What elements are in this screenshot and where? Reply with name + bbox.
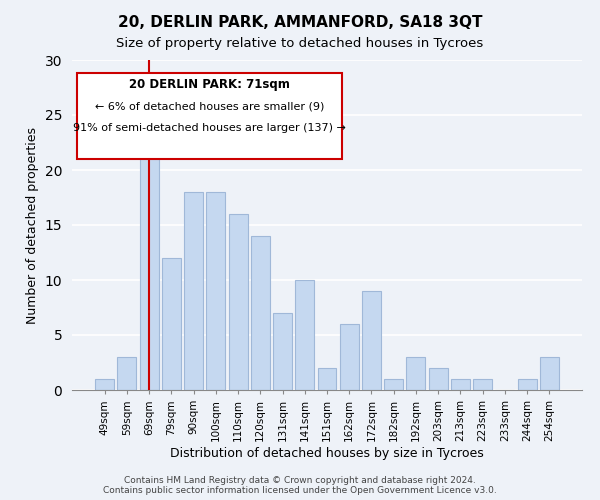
Text: Contains HM Land Registry data © Crown copyright and database right 2024.
Contai: Contains HM Land Registry data © Crown c… bbox=[103, 476, 497, 495]
Bar bbox=[473, 379, 492, 390]
Bar bbox=[184, 192, 203, 390]
Text: Size of property relative to detached houses in Tycroes: Size of property relative to detached ho… bbox=[116, 38, 484, 51]
Text: 20, DERLIN PARK, AMMANFORD, SA18 3QT: 20, DERLIN PARK, AMMANFORD, SA18 3QT bbox=[118, 15, 482, 30]
Bar bbox=[162, 258, 181, 390]
Bar bbox=[140, 137, 158, 390]
Bar bbox=[518, 379, 536, 390]
FancyBboxPatch shape bbox=[77, 73, 342, 159]
Bar bbox=[95, 379, 114, 390]
Bar bbox=[273, 313, 292, 390]
Text: ← 6% of detached houses are smaller (9): ← 6% of detached houses are smaller (9) bbox=[95, 101, 325, 112]
Bar bbox=[451, 379, 470, 390]
Bar bbox=[406, 357, 425, 390]
Bar bbox=[362, 291, 381, 390]
Bar bbox=[206, 192, 225, 390]
Bar bbox=[229, 214, 248, 390]
Bar bbox=[317, 368, 337, 390]
Text: 20 DERLIN PARK: 71sqm: 20 DERLIN PARK: 71sqm bbox=[129, 78, 290, 91]
Bar bbox=[540, 357, 559, 390]
Bar bbox=[340, 324, 359, 390]
X-axis label: Distribution of detached houses by size in Tycroes: Distribution of detached houses by size … bbox=[170, 446, 484, 460]
Bar bbox=[251, 236, 270, 390]
Bar bbox=[118, 357, 136, 390]
Y-axis label: Number of detached properties: Number of detached properties bbox=[26, 126, 39, 324]
Text: 91% of semi-detached houses are larger (137) →: 91% of semi-detached houses are larger (… bbox=[73, 122, 346, 132]
Bar bbox=[384, 379, 403, 390]
Bar bbox=[429, 368, 448, 390]
Bar bbox=[295, 280, 314, 390]
